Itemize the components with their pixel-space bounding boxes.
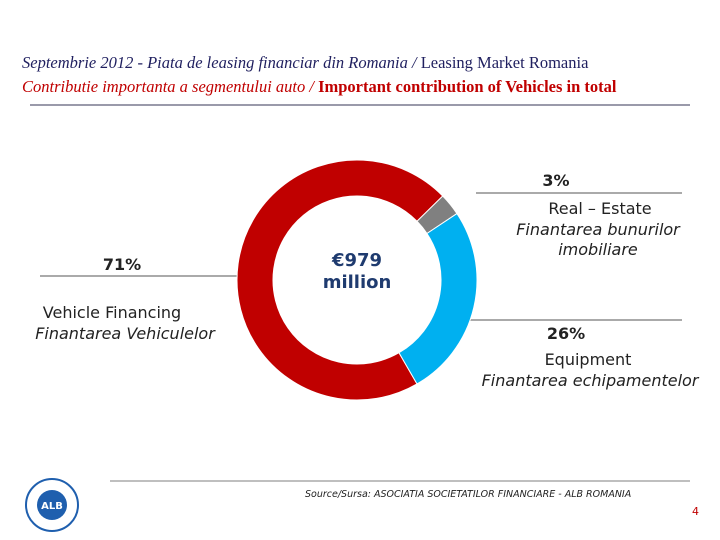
- category-label: Real – Estate: [548, 199, 652, 218]
- logo-disc: [37, 490, 67, 520]
- value-label: 71%: [102, 255, 142, 274]
- value-label: 26%: [546, 324, 586, 343]
- title-ro: Septembrie 2012 - Piata de leasing finan…: [22, 53, 417, 72]
- center-label: €979 million: [322, 250, 392, 293]
- category-label-ro: Finantarea bunurilor imobiliare: [516, 220, 680, 259]
- subtitle-ro: Contributie importanta a segmentului aut…: [22, 77, 314, 96]
- category-label: Equipment: [544, 350, 632, 369]
- page-number: 4: [692, 505, 699, 518]
- chart-subtitle: Contributie importanta a segmentului aut…: [22, 76, 616, 98]
- donut-segment: [236, 159, 444, 401]
- logo-text: ALB: [41, 501, 63, 512]
- category-label: Vehicle Financing: [42, 303, 182, 322]
- donut-segment: [398, 212, 478, 385]
- title-en: Leasing Market Romania: [420, 53, 589, 72]
- subtitle-en: Important contribution of Vehicles in to…: [318, 77, 617, 96]
- category-label-ro: Finantarea echipamentelor: [481, 371, 699, 390]
- source: Source/Sursa: ASOCIATIA SOCIETATILOR FIN…: [305, 489, 632, 500]
- value-label: 3%: [542, 171, 570, 190]
- chart-title: Septembrie 2012 - Piata de leasing finan…: [22, 52, 588, 74]
- category-label-ro: Finantarea Vehiculelor: [35, 324, 215, 343]
